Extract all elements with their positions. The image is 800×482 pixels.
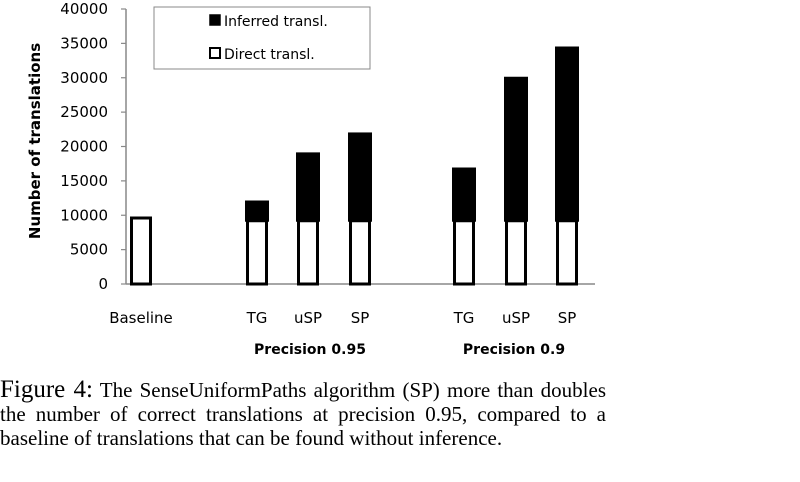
bar-direct — [130, 216, 152, 286]
y-tick-label: 5000 — [70, 241, 108, 259]
legend-label-direct: Direct transl. — [224, 47, 315, 63]
bar-direct — [556, 219, 578, 286]
category-label: Baseline — [109, 309, 173, 327]
category-label: uSP — [502, 309, 530, 327]
bar-inferred — [555, 46, 579, 222]
axes: 0 5000 10000 15000 20000 25000 30000 35000 40000 — [60, 0, 595, 293]
category-label: SP — [351, 309, 370, 327]
y-tick-label: 30000 — [60, 69, 108, 87]
chart: 0 5000 10000 15000 20000 25000 30000 35000 40000… — [26, 0, 595, 358]
group-label: Precision 0.9 — [463, 342, 565, 358]
legend-swatch-inferred — [209, 14, 221, 26]
category-label: TG — [453, 309, 475, 327]
bar-inferred — [452, 167, 476, 222]
legend-swatch-direct — [209, 47, 221, 59]
bar-direct — [246, 219, 268, 286]
bar-inferred — [296, 152, 320, 222]
y-tick-label: 10000 — [60, 206, 108, 224]
y-tick-label: 0 — [98, 275, 108, 293]
legend-label-inferred: Inferred transl. — [224, 14, 328, 30]
y-tick-label: 40000 — [60, 0, 108, 18]
figure-caption: Figure 4: The SenseUniformPaths algorith… — [0, 376, 607, 450]
bar-inferred — [245, 200, 269, 222]
category-labels: Baseline TG uSP SP TG uSP SP Precision 0.95 Prec… — [109, 309, 576, 358]
bars — [130, 46, 579, 286]
y-tick-label: 25000 — [60, 103, 108, 121]
bar-direct — [297, 219, 319, 286]
legend-frame — [153, 6, 371, 70]
figure-label: Figure 4: — [0, 376, 93, 403]
group-label: Precision 0.95 — [254, 342, 366, 358]
category-label: TG — [246, 309, 268, 327]
category-label: SP — [558, 309, 577, 327]
y-tick-label: 20000 — [60, 138, 108, 156]
bar-direct — [453, 219, 475, 286]
y-tick-label: 15000 — [60, 172, 108, 190]
legend: Inferred transl. Direct transl. — [153, 6, 371, 70]
y-axis-title: Number of translations — [26, 43, 44, 239]
caption-text: The SenseUniformPaths algorithm (SP) mor… — [0, 378, 607, 450]
category-label: uSP — [294, 309, 322, 327]
bar-inferred — [348, 132, 372, 222]
bar-inferred — [504, 76, 528, 222]
y-tick-label: 35000 — [60, 34, 108, 52]
bar-direct — [349, 219, 371, 286]
bar-direct — [505, 219, 527, 286]
